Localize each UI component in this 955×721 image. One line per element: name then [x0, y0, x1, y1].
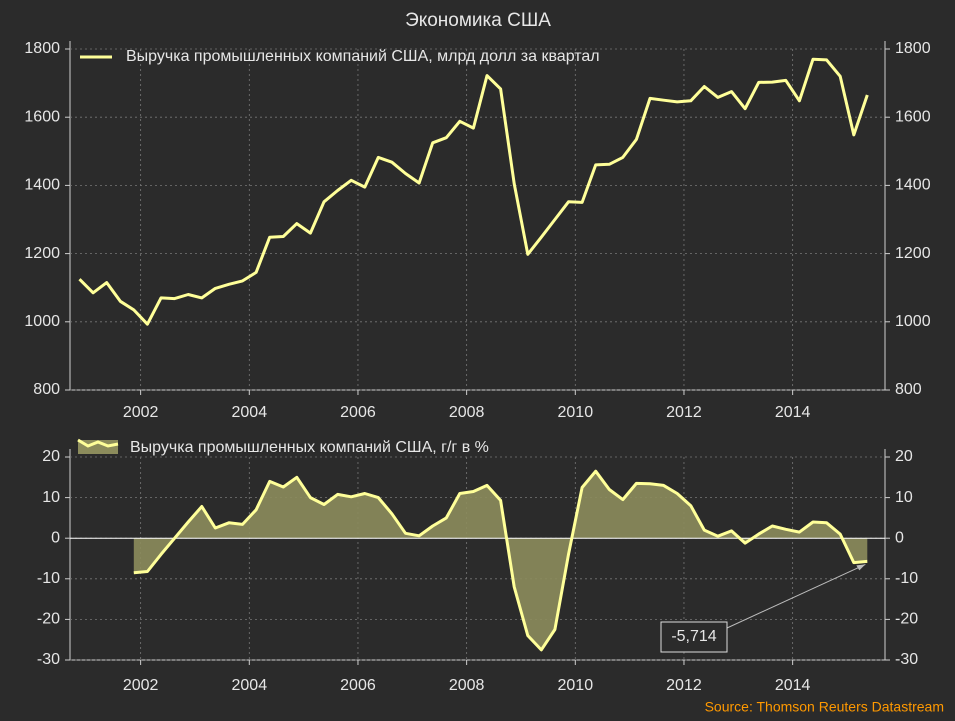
x-tick-label: 2014 [775, 677, 811, 694]
line [78, 57, 869, 326]
y-tick-label: 20 [42, 448, 60, 465]
x-tick-label: 2008 [449, 677, 485, 694]
y2-tick-label: -10 [895, 570, 918, 587]
annotation-arrow [726, 563, 866, 629]
y2-tick-label: 20 [895, 448, 913, 465]
legend-swatch [78, 440, 118, 454]
y2-tick-label: 1600 [895, 108, 931, 125]
y2-tick-label: -30 [895, 651, 918, 668]
annotation-arrowhead [856, 564, 866, 571]
line [133, 469, 868, 652]
legend-label: Выручка промышленных компаний США, г/г в… [130, 439, 489, 456]
x-tick-label: 2008 [449, 404, 485, 421]
x-tick-label: 2010 [558, 404, 594, 421]
y-tick-label: -10 [37, 570, 60, 587]
x-tick-label: 2012 [666, 677, 702, 694]
y2-tick-label: -20 [895, 611, 918, 628]
source: Source: Thomson Reuters Datastream [705, 699, 944, 715]
x-tick-label: 2006 [340, 677, 376, 694]
x-tick-label: 2004 [232, 404, 268, 421]
y-tick-label: 0 [51, 529, 60, 546]
y2-tick-label: 1800 [895, 40, 931, 57]
x-tick-label: 2004 [232, 677, 268, 694]
y-tick-label: 10 [42, 489, 60, 506]
y-tick-label: -30 [37, 651, 60, 668]
legend-label: Выручка промышленных компаний США, млрд … [126, 48, 600, 65]
y-tick-label: 800 [33, 381, 60, 398]
y2-tick-label: 1400 [895, 177, 931, 194]
y-tick-label: 1800 [24, 40, 60, 57]
x-tick-label: 2010 [558, 677, 594, 694]
y2-tick-label: 1200 [895, 245, 931, 262]
y-tick-label: 1200 [24, 245, 60, 262]
y2-tick-label: 800 [895, 381, 922, 398]
x-tick-label: 2012 [666, 404, 702, 421]
area [133, 471, 868, 650]
y-tick-label: -20 [37, 611, 60, 628]
x-tick-label: 2002 [123, 677, 159, 694]
legend-swatch-line [77, 438, 119, 448]
y2-tick-label: 10 [895, 489, 913, 506]
x-tick-label: 2002 [123, 404, 159, 421]
annotation-box [660, 621, 728, 653]
y2-tick-label: 0 [895, 529, 904, 546]
y2-tick-label: 1000 [895, 313, 931, 330]
y-tick-label: 1600 [24, 108, 60, 125]
annotation: -5,714 [671, 628, 716, 645]
y-tick-label: 1000 [24, 313, 60, 330]
x-tick-label: 2014 [775, 404, 811, 421]
x-tick-label: 2006 [340, 404, 376, 421]
y-tick-label: 1400 [24, 177, 60, 194]
chart-title: Экономика США [405, 10, 551, 31]
